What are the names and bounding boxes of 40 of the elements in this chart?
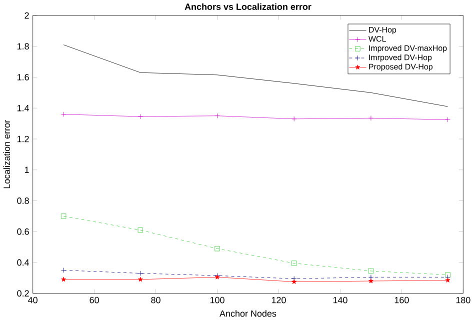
y-tick-label: 1.8 <box>17 43 29 50</box>
point <box>138 276 143 282</box>
point <box>60 214 66 219</box>
y-tick-label: 1.6 <box>17 74 29 80</box>
y-tick-label: 1 <box>24 166 29 173</box>
point <box>368 274 374 280</box>
x-tick-label: 40 <box>28 296 38 304</box>
y-axis-title: Localization error <box>3 120 10 188</box>
x-tick-label: 160 <box>394 296 409 304</box>
point <box>61 276 66 282</box>
x-tick-label: 100 <box>210 296 224 304</box>
y-tick-label: 0.4 <box>17 259 30 266</box>
point <box>138 114 144 120</box>
x-tick-label: 60 <box>90 296 99 304</box>
y-tick-label: 0.8 <box>17 198 29 204</box>
y-tick-label: 1.4 <box>17 104 30 112</box>
chart-title: Anchors vs Localization error <box>184 3 312 10</box>
line-series <box>63 44 448 107</box>
point <box>138 270 144 276</box>
x-tick-label: 140 <box>333 296 348 304</box>
point <box>292 276 297 282</box>
point <box>445 278 450 282</box>
point <box>292 116 297 122</box>
y-tick-label: 2 <box>24 12 29 19</box>
point <box>292 279 297 284</box>
point <box>214 246 220 252</box>
y-tick-label: 0.6 <box>17 228 29 235</box>
point <box>214 113 220 118</box>
point <box>60 268 66 273</box>
point <box>138 227 144 233</box>
x-tick-label: 120 <box>272 296 286 304</box>
point <box>292 260 297 266</box>
x-axis-title: Anchor Nodes <box>220 310 276 317</box>
point <box>368 278 374 284</box>
y-tick-label: 1.2 <box>17 136 29 142</box>
x-tick-label: 180 <box>456 296 470 304</box>
y-tick-label: 0.2 <box>17 290 29 297</box>
point <box>368 116 374 121</box>
x-tick-label: 80 <box>151 296 160 304</box>
point <box>368 268 374 274</box>
